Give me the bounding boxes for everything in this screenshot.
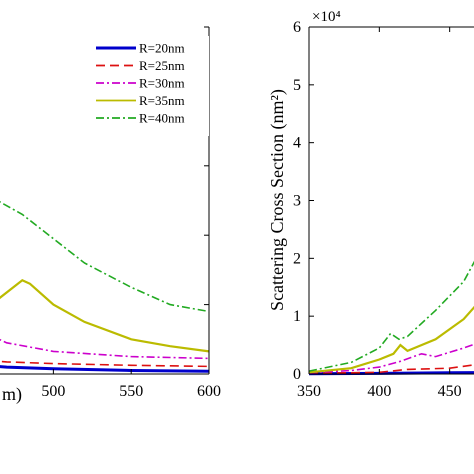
right-series-line-r-25nm: [308, 364, 474, 375]
right-x-tick-label: 450: [438, 383, 462, 400]
legend-label-r-40nm: R=40nm: [139, 111, 185, 126]
right-x-tick-label: 400: [367, 383, 391, 400]
right-y-tick-label: 6: [293, 19, 301, 36]
right-y-axis-label: Scattering Cross Section (nm²): [267, 89, 288, 311]
right-y-tick-label: 4: [293, 135, 301, 152]
left-axes: 500 550 600: [0, 26, 221, 400]
left-x-tick-label: 600: [197, 383, 221, 400]
right-series-line-r-40nm: [308, 260, 474, 372]
right-series-line-r-30nm: [308, 343, 474, 374]
right-series-lines: [308, 260, 474, 376]
right-x-tick-label: 350: [297, 383, 321, 400]
left-x-tick-label: 500: [41, 383, 65, 400]
right-y-tick-label: 3: [293, 193, 301, 210]
legend-label-r-35nm: R=35nm: [139, 93, 185, 108]
right-axes: 0 1 2 3 4 5 6 350 400 450: [293, 19, 474, 400]
left-chart-panel: 500 550 600 R=20nm R=25nm R=30nm R=35nm R=40nm…: [0, 26, 221, 405]
right-y-tick-label: 5: [293, 77, 301, 94]
left-series-line-r-35nm: [0, 279, 210, 353]
left-series-line-r-20nm: [0, 365, 210, 373]
left-series-line-r-40nm: [0, 201, 210, 313]
legend-label-r-30nm: R=30nm: [139, 76, 185, 91]
right-y-tick-label: 0: [293, 366, 301, 383]
left-x-tick-label: 550: [119, 383, 143, 400]
right-chart-panel: 0 1 2 3 4 5 6 350 400 450 Scattering Cross Sectio…: [267, 9, 474, 400]
left-series-lines: [0, 201, 210, 373]
legend-label-r-25nm: R=25nm: [139, 58, 185, 73]
right-y-tick-label: 1: [293, 308, 301, 325]
legend: R=20nm R=25nm R=30nm R=35nm R=40nm: [88, 36, 209, 136]
left-x-axis-label: m): [2, 384, 22, 405]
y-axis-multiplier: ×10⁴: [312, 9, 341, 25]
left-series-line-r-25nm: [0, 360, 210, 368]
legend-label-r-20nm: R=20nm: [139, 41, 185, 56]
right-y-tick-label: 2: [293, 250, 301, 267]
legend-background: [88, 36, 209, 136]
left-series-line-r-30nm: [0, 338, 210, 360]
right-series-line-r-35nm: [308, 305, 474, 374]
